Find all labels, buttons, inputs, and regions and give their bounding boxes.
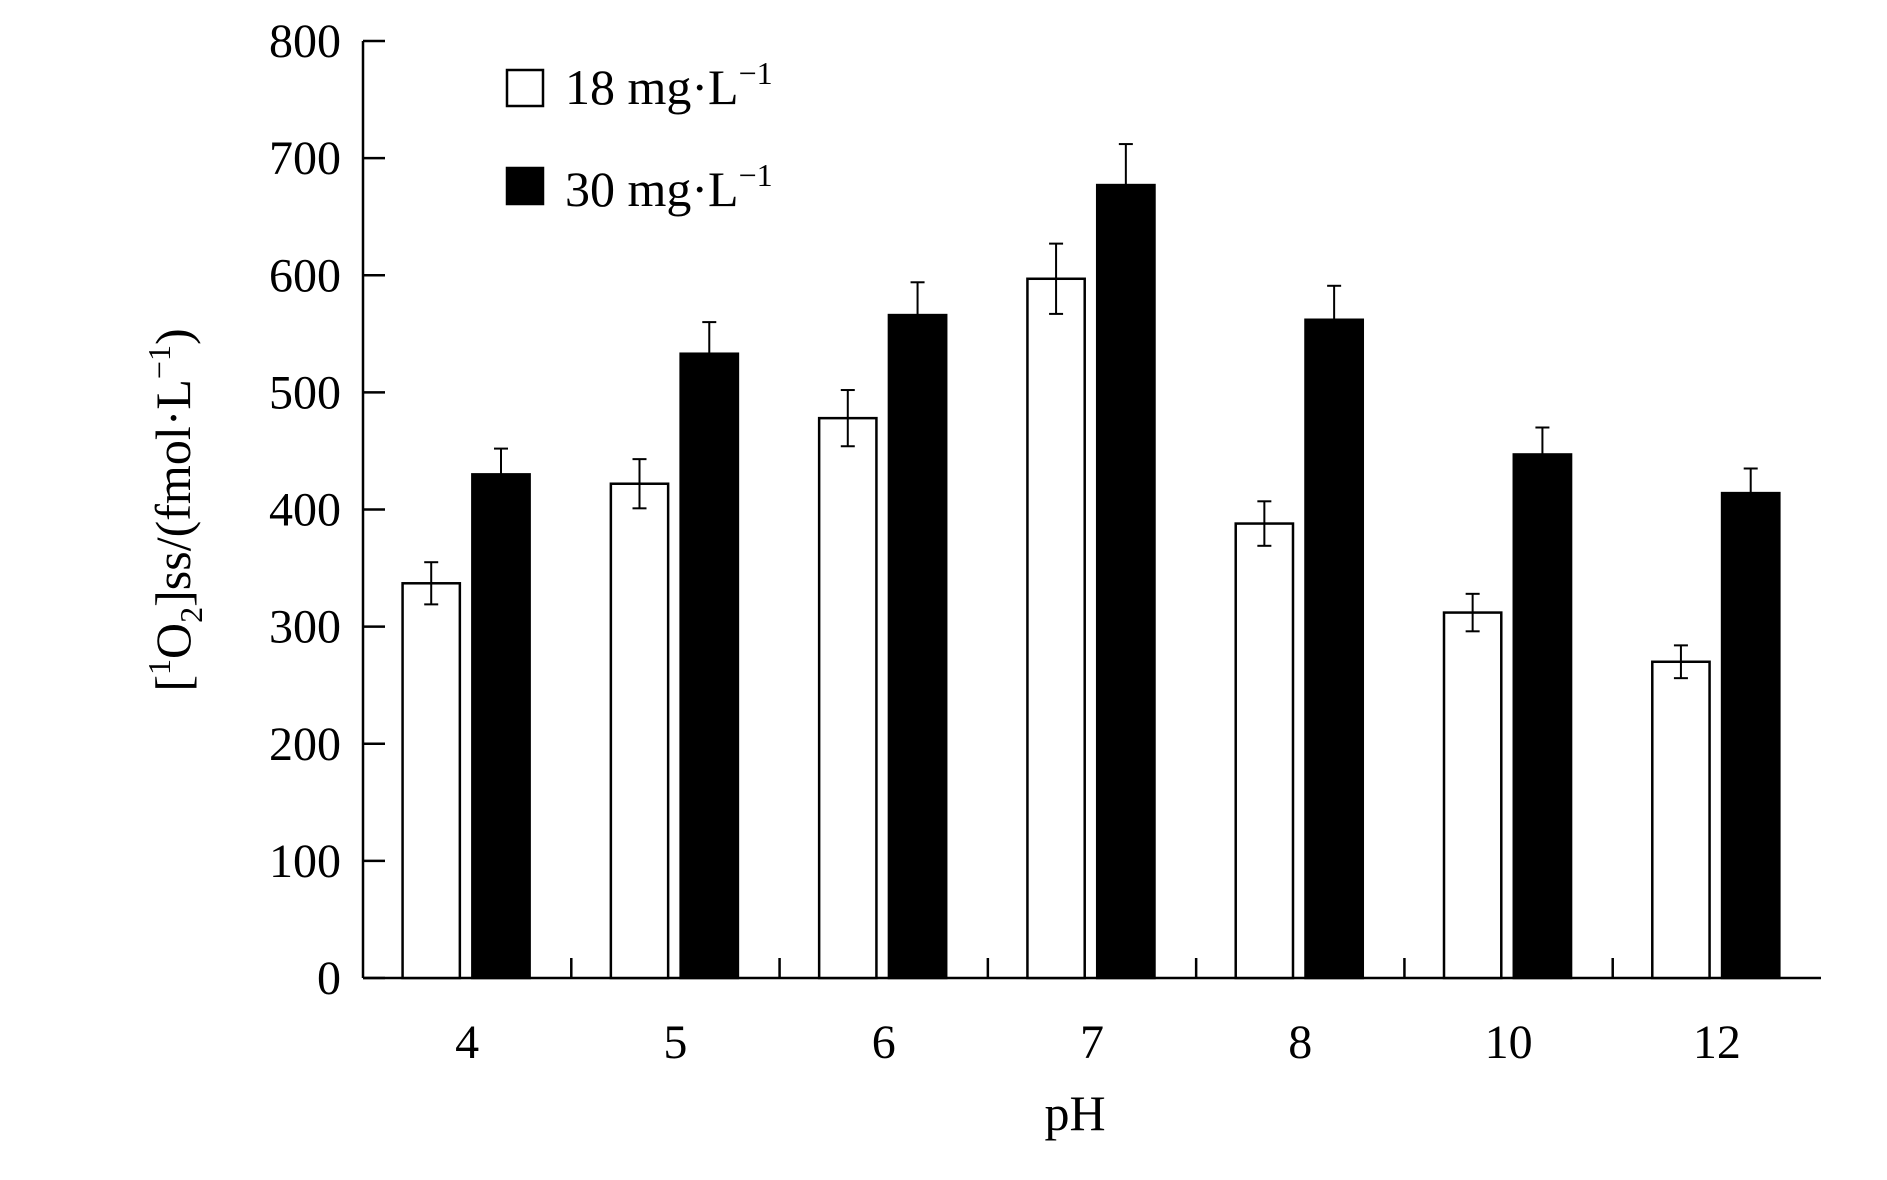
- x-tick-label: 10: [1485, 1016, 1533, 1069]
- x-tick-label: 6: [872, 1016, 896, 1069]
- bar-30-ph12: [1720, 491, 1781, 980]
- y-tick-label: 500: [269, 366, 341, 419]
- axes: 0 100 200 300 400 500 600 700 800 4 5 6 7 8 10 12: [269, 15, 1821, 1069]
- x-tick-label: 12: [1693, 1016, 1741, 1069]
- bar-18-ph12: [1651, 660, 1711, 980]
- y-tick-label: 700: [269, 132, 341, 185]
- x-tick-label: 5: [663, 1016, 687, 1069]
- y-tick-label: 200: [269, 718, 341, 771]
- y-tick-label: 0: [317, 952, 341, 1005]
- x-tick-label: 8: [1288, 1016, 1312, 1069]
- bar-18-ph5: [609, 482, 670, 980]
- legend-label-18: 18 mg·L−1: [565, 55, 773, 115]
- x-tick-label: 7: [1080, 1016, 1104, 1069]
- y-tick-label: 300: [269, 601, 341, 654]
- bars: [401, 143, 1781, 980]
- bar-18-ph8: [1234, 522, 1295, 980]
- bar-30-ph5: [679, 352, 740, 980]
- bar-30-ph7: [1095, 183, 1156, 980]
- legend-label-30: 30 mg·L−1: [565, 157, 773, 217]
- x-tick-label: 4: [455, 1016, 479, 1069]
- y-tick-label: 400: [269, 484, 341, 537]
- legend-swatch-30: [505, 166, 545, 206]
- legend-swatch-18: [505, 68, 545, 108]
- y-tick-label: 800: [269, 15, 341, 68]
- bar-30-ph6: [887, 313, 948, 980]
- y-axis-label: [1O2]ss/(fmol·L−1): [141, 328, 209, 691]
- y-tick-label: 600: [269, 249, 341, 302]
- bar-30-ph8: [1304, 318, 1365, 980]
- bar-18-ph4: [401, 582, 462, 980]
- bar-30-ph10: [1512, 453, 1573, 980]
- bar-30-ph4: [471, 473, 531, 980]
- y-tick-label: 100: [269, 835, 341, 888]
- bar-18-ph7: [1026, 277, 1086, 980]
- bar-18-ph10: [1442, 611, 1503, 980]
- bar-18-ph6: [817, 416, 878, 980]
- x-axis-label: pH: [1044, 1085, 1105, 1141]
- legend: 18 mg·L−1 30 mg·L−1: [505, 55, 773, 217]
